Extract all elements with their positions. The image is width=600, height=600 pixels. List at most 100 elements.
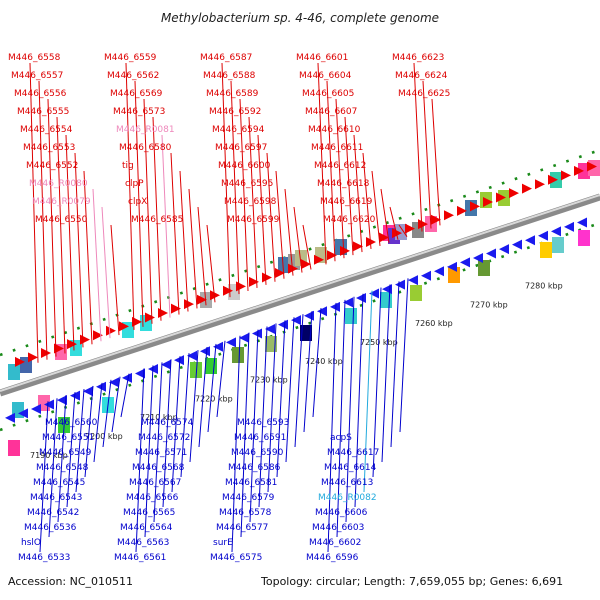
reverse-gene-arrow	[109, 377, 119, 388]
leader-line	[152, 116, 162, 321]
label-leaders	[29, 62, 441, 553]
leader-line	[144, 365, 154, 538]
gene-label-m446-6620: M446_6620	[323, 215, 376, 225]
reverse-gene-arrow	[538, 230, 548, 241]
reverse-gene-arrow	[252, 328, 262, 339]
forward-gene-arrow	[236, 281, 246, 292]
reverse-gene-arrow	[356, 292, 366, 303]
gene-label-m446-r0080: M446_R0080	[29, 179, 88, 189]
forward-gene-arrow	[444, 210, 454, 221]
reverse-gene-arrow	[512, 239, 522, 250]
forward-gene-arrow	[67, 339, 77, 350]
leader-line	[92, 188, 102, 342]
leader-line	[257, 134, 267, 285]
forward-gene-arrow	[301, 259, 311, 270]
gene-block	[190, 362, 202, 378]
gene-label-tig: tig	[122, 161, 134, 171]
gene-label-m446-6594: M446_6594	[212, 125, 265, 135]
gene-label-m446-6555: M446_6555	[17, 107, 69, 117]
forward-gene-arrow	[41, 347, 51, 358]
gene-block	[205, 358, 217, 374]
leader-line	[65, 134, 75, 351]
leader-line	[134, 80, 144, 327]
gene-block	[552, 237, 564, 253]
gene-label-clpx: clpX	[128, 197, 147, 207]
leader-line	[111, 376, 121, 433]
gene-label-m446-6581: M446_6581	[225, 478, 277, 488]
gene-label-m446-6542: M446_6542	[27, 508, 79, 518]
gene-label-clpp: clpP	[125, 179, 144, 189]
leader-line	[84, 385, 94, 478]
leader-line	[353, 134, 363, 253]
leader-line	[83, 170, 93, 345]
reverse-gene-arrow	[96, 381, 106, 392]
gene-block	[265, 336, 277, 352]
leader-line	[326, 80, 336, 262]
forward-gene-arrow	[535, 179, 545, 190]
forward-gene-arrow	[574, 165, 584, 176]
gene-label-m446-6599: M446_6599	[227, 215, 280, 225]
gene-label-m446-6607: M446_6607	[305, 107, 357, 117]
gene-label-m446-6556: M446_6556	[14, 89, 67, 99]
forward-gene-arrow	[561, 170, 571, 181]
leader-line	[197, 206, 207, 306]
leader-line	[171, 356, 181, 493]
leader-line	[303, 311, 313, 433]
reverse-gene-arrow	[343, 297, 353, 308]
forward-gene-arrow	[93, 330, 103, 341]
reverse-gene-arrow	[304, 310, 314, 321]
leader-line	[285, 317, 295, 463]
forward-gene-arrow	[28, 352, 38, 363]
reverse-gene-arrow	[408, 275, 418, 286]
gene-label-m446-6588: M446_6588	[203, 71, 256, 81]
leader-line	[398, 224, 408, 237]
gene-marks	[8, 160, 600, 456]
gene-label-m446-6569: M446_6569	[110, 89, 163, 99]
leader-line	[362, 152, 372, 250]
reverse-gene-arrow	[265, 324, 275, 335]
forward-gene-arrow	[106, 325, 116, 336]
scale-tick-label: 7220 kbp	[195, 394, 233, 403]
leader-line	[188, 188, 198, 309]
leader-line	[390, 281, 400, 448]
gene-label-m446-6553: M446_6553	[23, 143, 75, 153]
leader-line	[189, 350, 199, 463]
scale-tick-label: 7230 kbp	[250, 376, 288, 385]
reverse-gene-arrow	[187, 350, 197, 361]
topology-text: Topology: circular; Length: 7,659,055 bp…	[261, 575, 564, 588]
gene-label-m446-6557: M446_6557	[11, 71, 63, 81]
gene-label-m446-6600: M446_6600	[218, 161, 271, 171]
reverse-gene-arrow	[473, 252, 483, 263]
forward-gene-arrow	[197, 294, 207, 305]
leader-line	[161, 134, 171, 318]
gene-block	[578, 230, 590, 246]
gene-block	[232, 347, 244, 363]
reverse-gene-arrow	[83, 386, 93, 397]
leader-line	[102, 379, 112, 448]
forward-gene-arrow	[522, 183, 532, 194]
forward-gene-arrow	[54, 343, 64, 354]
gene-label-m446-6536: M446_6536	[24, 523, 77, 533]
gene-label-m446-r0082: M446_R0082	[318, 493, 377, 503]
gene-label-m446-6598: M446_6598	[224, 197, 277, 207]
forward-gene-arrow	[379, 232, 389, 243]
leader-line	[344, 116, 354, 256]
gene-label-m446-6612: M446_6612	[314, 161, 366, 171]
leader-line	[153, 362, 163, 523]
gene-label-m446-6587: M446_6587	[200, 53, 252, 63]
gene-block	[300, 325, 312, 341]
leader-line	[38, 80, 48, 360]
leader-line	[75, 388, 85, 493]
leader-line	[110, 224, 120, 336]
leader-line	[198, 346, 208, 448]
gene-labels: M446_6558 M446_6557 M446_6556 M446_6555 M446…	[8, 53, 450, 563]
gene-label-m446-6613: M446_6613	[321, 478, 373, 488]
leader-line	[267, 323, 277, 493]
leader-line	[275, 170, 285, 279]
scale-tick-label: 7260 kbp	[415, 319, 453, 328]
gene-label-m446-6589: M446_6589	[206, 89, 259, 99]
reverse-gene-arrow	[226, 337, 236, 348]
leader-line	[431, 98, 441, 226]
forward-gene-arrow	[457, 205, 467, 216]
forward-gene-arrow	[353, 241, 363, 252]
